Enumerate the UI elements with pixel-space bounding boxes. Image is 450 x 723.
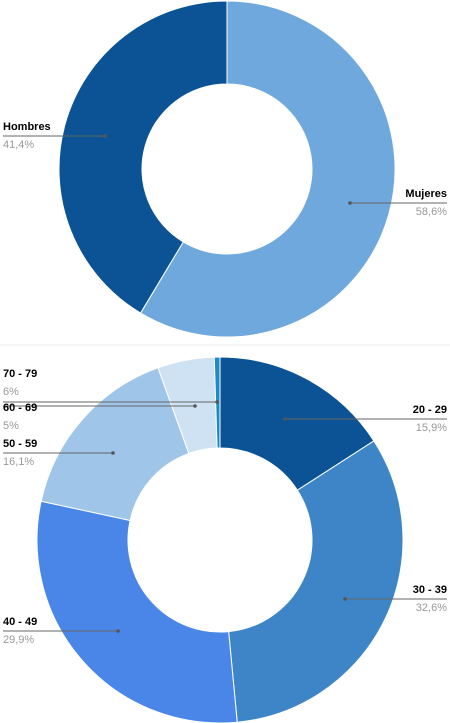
slice <box>58 0 228 314</box>
leader-dot <box>193 404 197 408</box>
slice-label: Mujeres <box>405 188 447 200</box>
leader-dot <box>103 134 107 138</box>
slice <box>219 356 375 491</box>
leader-dot <box>348 201 352 205</box>
leader-dot <box>343 597 347 601</box>
slice-value-label: 5% <box>3 420 19 432</box>
slice-value-label: 32,6% <box>416 602 447 614</box>
slice-value-label: 29,9% <box>3 634 34 646</box>
leader-dot <box>283 417 287 421</box>
slice-value-label: 58,6% <box>416 206 447 218</box>
slice <box>139 0 396 338</box>
leader-dot <box>215 400 219 404</box>
slice-label: Hombres <box>3 121 51 133</box>
slice <box>36 500 238 723</box>
slice-label: 40 - 49 <box>3 616 37 628</box>
slice-value-label: 16,1% <box>3 456 34 468</box>
slice-label: 20 - 29 <box>413 404 447 416</box>
leader-dot <box>116 629 120 633</box>
slice <box>228 440 404 723</box>
slice-value-label: 41,4% <box>3 139 34 151</box>
slice-value-label: 6% <box>3 386 19 398</box>
slice-label: 60 - 69 <box>3 402 37 414</box>
slice-label: 50 - 59 <box>3 438 37 450</box>
leader-dot <box>111 451 115 455</box>
slice-value-label: 15,9% <box>416 422 447 434</box>
slice-label: 30 - 39 <box>413 584 447 596</box>
slice-label: 70 - 79 <box>3 368 37 380</box>
